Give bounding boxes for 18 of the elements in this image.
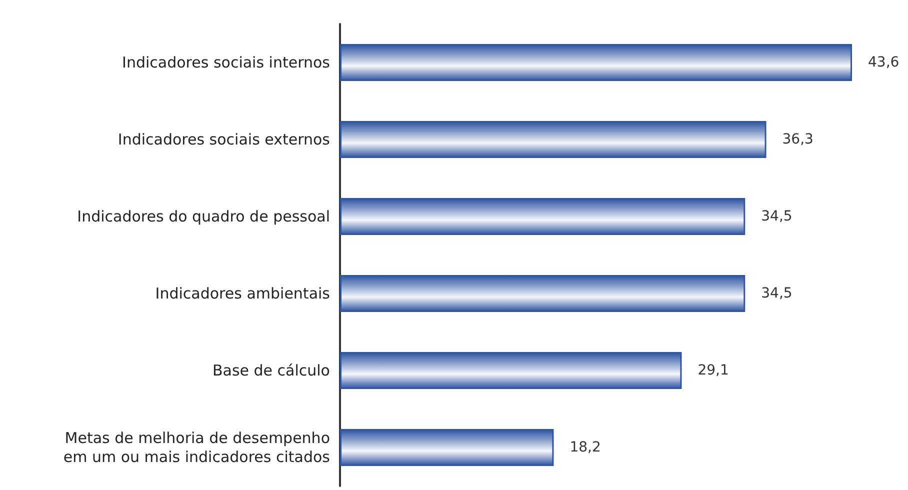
bar bbox=[340, 198, 746, 235]
y-tick-label: Indicadores sociais internos bbox=[122, 54, 330, 72]
bar bbox=[340, 429, 554, 466]
data-label: 36,3 bbox=[782, 132, 814, 148]
bar bbox=[340, 275, 746, 312]
bar bbox=[340, 44, 852, 81]
data-label: 43,6 bbox=[868, 54, 900, 70]
y-tick-label: Indicadores sociais externos bbox=[118, 130, 330, 148]
data-label: 29,1 bbox=[698, 362, 729, 378]
y-tick-label: Indicadores ambientais bbox=[155, 284, 330, 302]
bar bbox=[340, 352, 682, 389]
data-label: 18,2 bbox=[570, 440, 601, 456]
data-label: 34,5 bbox=[761, 286, 792, 302]
y-tick-label: Indicadores do quadro de pessoal bbox=[77, 208, 330, 226]
data-label: 34,5 bbox=[761, 208, 792, 224]
y-tick-label: Base de cálculo bbox=[212, 362, 330, 380]
bar bbox=[340, 121, 766, 158]
y-tick-label: Metas de melhoria de desempenho em um ou mais indicadores citados bbox=[63, 429, 330, 466]
